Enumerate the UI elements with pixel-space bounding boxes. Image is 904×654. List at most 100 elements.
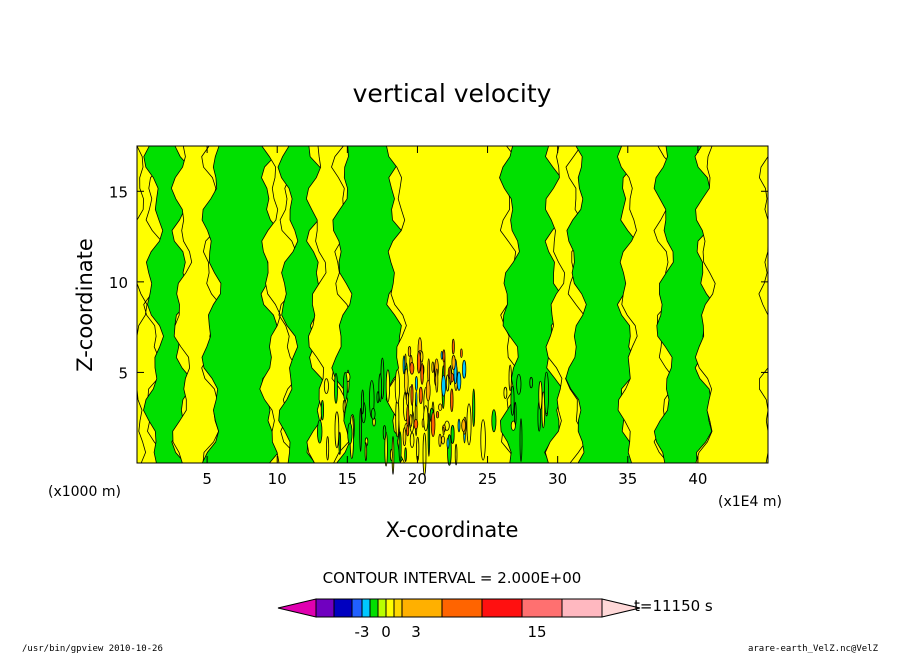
updraft-cell xyxy=(418,386,423,405)
contour-patch xyxy=(409,432,415,448)
updraft-cell xyxy=(441,374,446,397)
contour-patch xyxy=(389,448,393,462)
x-tick-label: 10 xyxy=(268,470,287,488)
contour-patch xyxy=(334,411,340,449)
updraft-cell xyxy=(461,419,466,433)
colorbar-cell xyxy=(369,598,379,618)
updraft-cell xyxy=(421,418,425,428)
contour-patch xyxy=(466,403,472,446)
updraft-cell xyxy=(406,425,410,437)
x-axis-ticks: 5 10 15 20 25 30 35 40 xyxy=(202,146,707,488)
updraft-cell xyxy=(431,361,435,374)
updraft-cell xyxy=(450,388,454,413)
contour-patch xyxy=(422,432,427,476)
updraft-cell xyxy=(446,437,450,449)
colorbar-cell xyxy=(385,598,395,618)
updraft-cell xyxy=(442,349,446,363)
colorbar: -3 0 3 15 xyxy=(277,598,641,641)
contour-patch xyxy=(385,369,390,403)
updraft-cell xyxy=(435,368,439,393)
colorbar-cell xyxy=(333,598,353,618)
x-tick-label: 40 xyxy=(688,470,707,488)
time-label: t=11150 s xyxy=(634,597,713,615)
x-unit-label: (x1000 m) xyxy=(48,484,121,500)
contour-patch xyxy=(347,422,353,445)
updraft-cell xyxy=(456,371,462,391)
updraft-cell xyxy=(404,368,409,394)
y-tick-label: 5 xyxy=(118,364,128,382)
updraft-cell xyxy=(460,348,463,358)
updraft-cell xyxy=(438,403,443,411)
x-tick-label: 25 xyxy=(478,470,497,488)
contour-patch xyxy=(423,405,429,432)
contour-patch xyxy=(323,378,329,394)
x-tick-label: 30 xyxy=(548,470,567,488)
contour-patch xyxy=(445,374,450,392)
contour-patch xyxy=(342,399,346,413)
contour-patch xyxy=(480,419,486,461)
chart-title: vertical velocity xyxy=(353,79,552,108)
contour-patch xyxy=(544,371,550,415)
updraft-cell xyxy=(404,353,407,368)
updraft-cell xyxy=(425,379,431,402)
contour-patch xyxy=(317,419,323,444)
x-tick-label: 15 xyxy=(338,470,357,488)
updraft-cell xyxy=(462,359,467,379)
contour-patch xyxy=(398,431,402,463)
x-multiplier-label: (x1E4 m) xyxy=(718,494,782,510)
contour-patch xyxy=(529,376,533,389)
updraft-cell xyxy=(420,362,424,385)
contour-patch xyxy=(503,386,508,399)
updraft-cell xyxy=(451,354,456,371)
x-tick-label: 20 xyxy=(408,470,427,488)
contour-patch xyxy=(510,385,515,416)
contour-interval-label: CONTOUR INTERVAL = 2.000E+00 xyxy=(323,569,582,587)
contour-patch xyxy=(427,412,431,457)
updraft-cell xyxy=(438,433,442,448)
x-tick-label: 5 xyxy=(202,470,212,488)
contour-patch xyxy=(450,424,455,444)
colorbar-cell xyxy=(401,598,443,618)
contour-patch xyxy=(491,409,497,433)
updraft-cell xyxy=(406,404,410,429)
contour-fill xyxy=(136,145,769,464)
contour-patch xyxy=(382,425,387,440)
y-tick-label: 10 xyxy=(109,274,128,292)
contour-patch xyxy=(510,420,516,431)
contour-patch xyxy=(378,373,383,403)
updraft-cell xyxy=(406,392,409,406)
footer-left: /usr/bin/gpview 2010-10-26 xyxy=(22,644,163,654)
x-axis-label: X-coordinate xyxy=(386,518,519,542)
contour-patch xyxy=(342,371,348,402)
colorbar-cell xyxy=(351,598,363,618)
colorbar-cell xyxy=(561,598,603,618)
x-tick-label: 35 xyxy=(618,470,637,488)
colorbar-cell xyxy=(441,598,483,618)
colorbar-cell xyxy=(361,598,371,618)
updraft-cell xyxy=(457,418,461,433)
contour-patch xyxy=(541,391,546,429)
contour-patch xyxy=(516,373,522,395)
updraft-cell xyxy=(402,355,406,375)
updraft-cell xyxy=(451,338,455,355)
strong-updraft-core xyxy=(402,337,467,449)
contour-patch xyxy=(320,400,324,421)
contour-patch xyxy=(395,397,400,438)
updraft-cell xyxy=(409,414,413,427)
contour-patch xyxy=(359,407,362,452)
contour-patch xyxy=(334,372,338,404)
colorbar-max-triangle xyxy=(601,598,641,618)
colorbar-cell xyxy=(521,598,563,618)
updraft-cell xyxy=(449,364,452,386)
colorbar-cell xyxy=(377,598,387,618)
colorbar-tick-label: 0 xyxy=(381,623,391,641)
updraft-cell xyxy=(407,346,412,357)
y-axis-ticks: 5 10 15 xyxy=(109,183,768,382)
colorbar-cell xyxy=(393,598,403,618)
contour-patch xyxy=(364,442,368,462)
contour-patch xyxy=(472,388,476,427)
updraft-cell xyxy=(413,418,419,430)
colorbar-cell xyxy=(481,598,523,618)
y-tick-label: 15 xyxy=(109,183,128,201)
updraft-cell xyxy=(440,350,443,360)
